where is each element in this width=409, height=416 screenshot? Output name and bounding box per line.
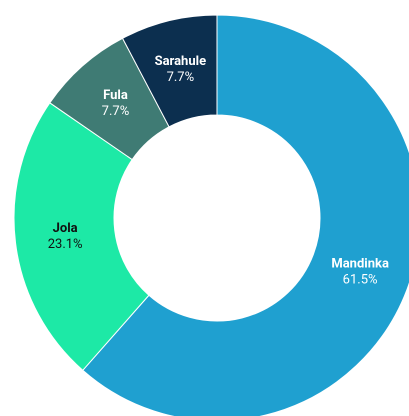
- slice-name: Sarahule: [155, 54, 207, 69]
- slice-name: Jola: [53, 221, 78, 236]
- slice-name: Fula: [103, 88, 128, 103]
- slice-value-label: 23.1%: [48, 237, 83, 252]
- slice-value-label: 61.5%: [343, 273, 378, 288]
- slice: [82, 14, 409, 416]
- slice-value-label: 7.7%: [102, 104, 130, 119]
- slice-value-label: 7.7%: [167, 70, 195, 85]
- slice: [13, 102, 150, 371]
- slice: [121, 14, 218, 128]
- slice-name: Mandinka: [331, 257, 389, 272]
